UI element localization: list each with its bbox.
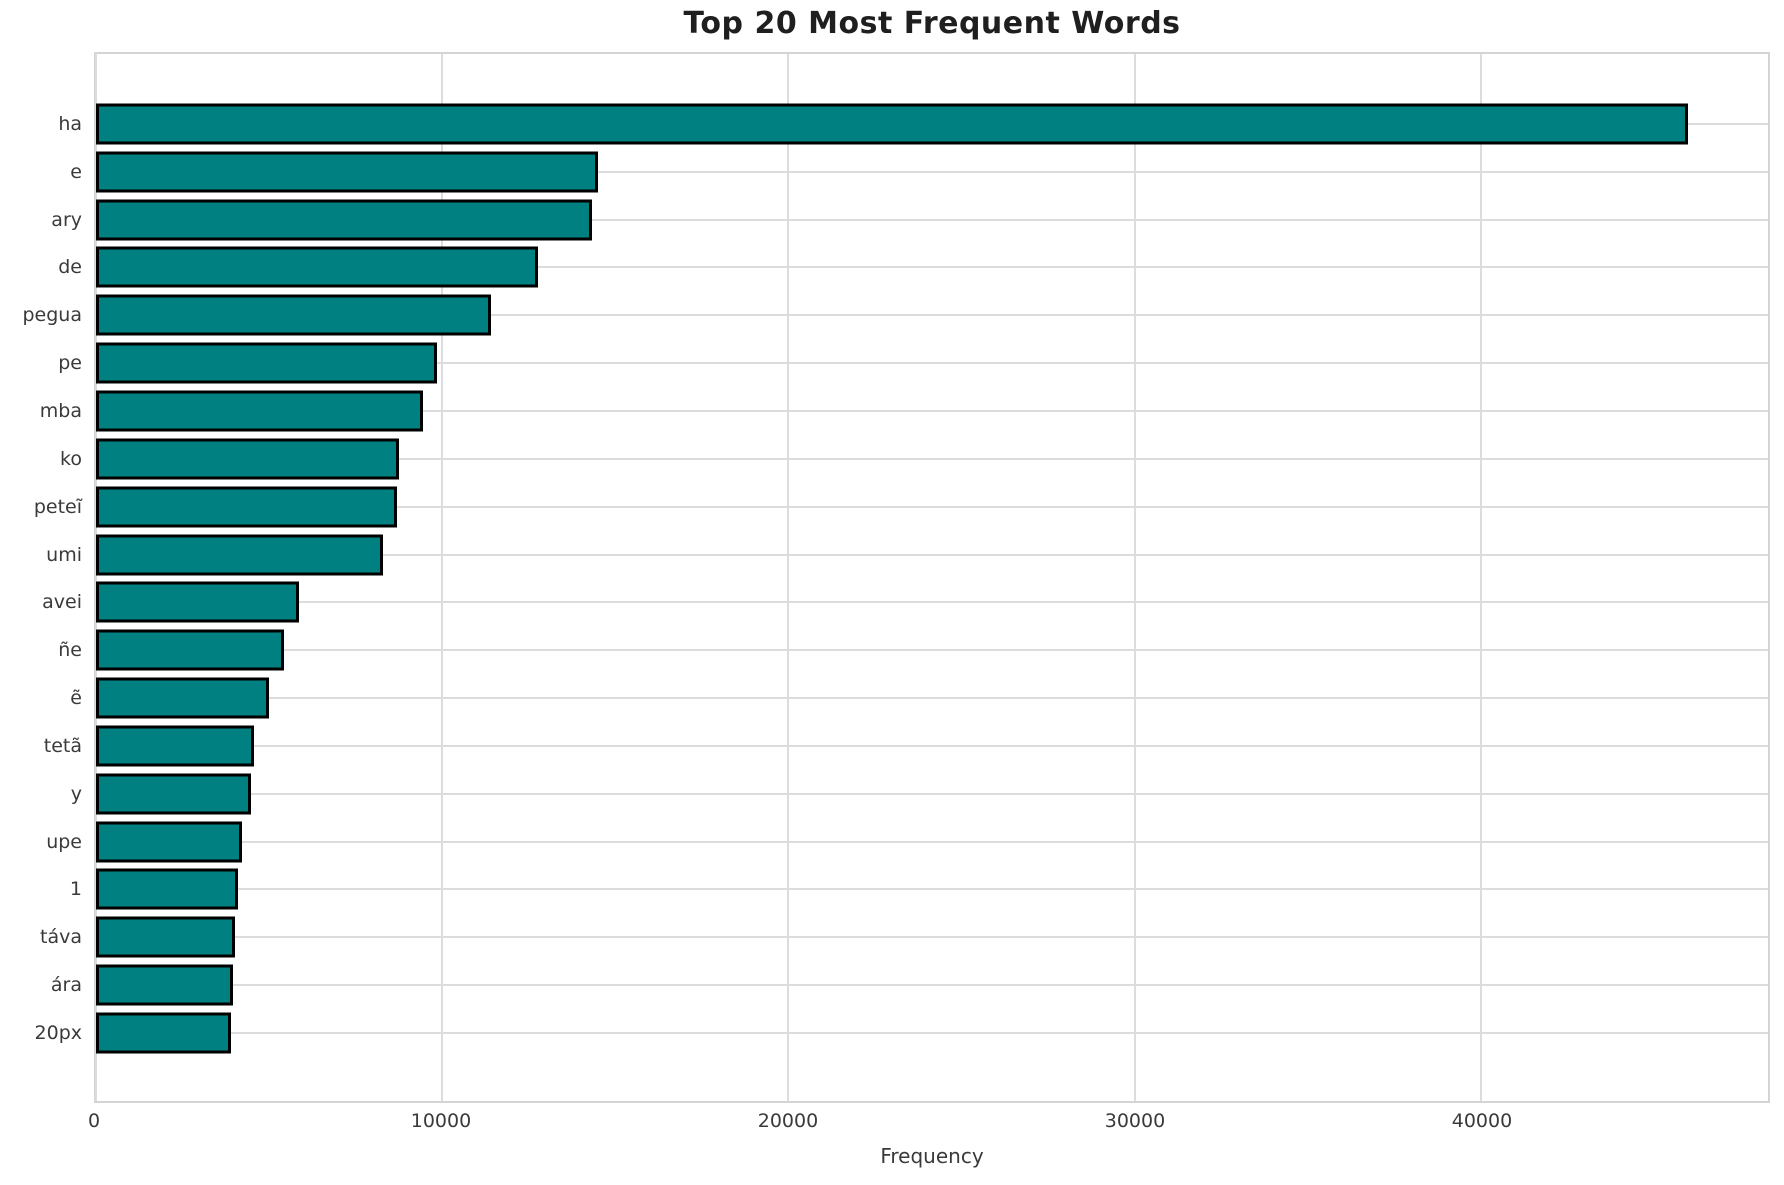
bar-row: pegua bbox=[23, 291, 1768, 339]
horizontal-gridline bbox=[96, 553, 1768, 556]
plot-area: ha e ary de pegua pe mba ko peteĩ umi avei ñe ẽ tetã y… bbox=[23, 52, 1770, 1103]
horizontal-gridline bbox=[96, 792, 1768, 795]
bar-pe bbox=[96, 342, 438, 384]
y-tick-label-tetã: tetã bbox=[43, 734, 82, 757]
horizontal-gridline bbox=[96, 936, 1768, 939]
horizontal-gridline bbox=[96, 840, 1768, 843]
bar-row: ary bbox=[51, 196, 1768, 244]
y-tick-label-mba: mba bbox=[39, 399, 82, 422]
y-tick-label-e: e bbox=[70, 160, 82, 183]
y-tick-label-upe: upe bbox=[46, 830, 82, 853]
bar-ẽ bbox=[96, 677, 270, 719]
y-tick-label-y: y bbox=[70, 782, 82, 805]
y-tick-label-de: de bbox=[58, 256, 82, 279]
bar-row: pe bbox=[58, 339, 1768, 387]
y-tick-label-20px: 20px bbox=[34, 1021, 82, 1044]
y-tick-label-pe: pe bbox=[58, 352, 82, 375]
horizontal-gridline bbox=[96, 697, 1768, 700]
bar-row: ha bbox=[58, 100, 1768, 148]
bar-umi bbox=[96, 534, 383, 576]
bar-ára bbox=[96, 964, 234, 1006]
bar-mba bbox=[96, 390, 423, 432]
horizontal-gridline bbox=[96, 362, 1768, 365]
horizontal-gridline bbox=[96, 888, 1768, 891]
y-tick-label-peteĩ: peteĩ bbox=[33, 495, 82, 518]
vertical-gridline-20000 bbox=[787, 54, 790, 1101]
bar-row: upe bbox=[46, 818, 1768, 866]
y-tick-label-avei: avei bbox=[42, 591, 82, 614]
horizontal-gridline bbox=[96, 266, 1768, 269]
bar-y bbox=[96, 773, 251, 815]
y-tick-label-ẽ: ẽ bbox=[70, 687, 82, 710]
bar-de bbox=[96, 246, 538, 288]
bar-e bbox=[96, 151, 598, 193]
y-tick-label-1: 1 bbox=[69, 878, 82, 901]
bar-tetã bbox=[96, 725, 255, 767]
vertical-gridline-40000 bbox=[1479, 54, 1482, 1101]
y-tick-label-táva: táva bbox=[40, 926, 82, 949]
x-axis-label: Frequency bbox=[880, 1144, 984, 1168]
y-tick-label-ñe: ñe bbox=[58, 639, 82, 662]
bar-ary bbox=[96, 199, 593, 241]
vertical-gridline-10000 bbox=[441, 54, 444, 1101]
bar-ko bbox=[96, 438, 399, 480]
bar-ñe bbox=[96, 629, 284, 671]
bar-pegua bbox=[96, 294, 491, 336]
bar-peteĩ bbox=[96, 486, 397, 528]
bar-row: umi bbox=[46, 531, 1768, 579]
bar-row: ẽ bbox=[70, 674, 1768, 722]
horizontal-gridline bbox=[96, 457, 1768, 460]
bar-row: 20px bbox=[35, 1009, 1768, 1057]
bar-upe bbox=[96, 821, 243, 863]
y-tick-label-pegua: pegua bbox=[22, 304, 83, 327]
x-tick-label-30000: 30000 bbox=[1104, 1110, 1166, 1132]
bar-row: mba bbox=[40, 387, 1768, 435]
bar-row: avei bbox=[42, 578, 1768, 626]
vertical-gridline-30000 bbox=[1133, 54, 1136, 1101]
bar-row: peteĩ bbox=[34, 483, 1768, 531]
y-tick-label-umi: umi bbox=[46, 543, 82, 566]
bar-row: ñe bbox=[58, 626, 1768, 674]
bar-row: táva bbox=[40, 913, 1768, 961]
bar-row: e bbox=[70, 148, 1768, 196]
bar-row: ko bbox=[60, 435, 1768, 483]
bar-avei bbox=[96, 581, 300, 623]
x-tick-label-0: 0 bbox=[87, 1110, 101, 1132]
bar-1 bbox=[96, 868, 238, 910]
vertical-gridline-0 bbox=[95, 54, 97, 1101]
y-tick-label-ko: ko bbox=[60, 447, 82, 470]
y-tick-label-ára: ára bbox=[50, 974, 82, 997]
bar-row: ára bbox=[51, 961, 1768, 1009]
bar-row: de bbox=[58, 244, 1768, 292]
bar-20px bbox=[96, 1012, 231, 1054]
bar-row: tetã bbox=[44, 722, 1768, 770]
horizontal-gridline bbox=[96, 984, 1768, 987]
y-tick-label-ary: ary bbox=[51, 208, 82, 231]
horizontal-gridline bbox=[96, 314, 1768, 317]
x-tick-label-10000: 10000 bbox=[410, 1110, 472, 1132]
horizontal-gridline bbox=[96, 170, 1768, 173]
bar-rows: ha e ary de pegua pe mba ko peteĩ umi avei ñe ẽ tetã y… bbox=[23, 54, 1768, 1101]
y-tick-label-ha: ha bbox=[58, 112, 82, 135]
horizontal-gridline bbox=[96, 505, 1768, 508]
bar-táva bbox=[96, 916, 235, 958]
horizontal-gridline bbox=[96, 649, 1768, 652]
chart-title: Top 20 Most Frequent Words bbox=[683, 6, 1181, 41]
horizontal-gridline bbox=[96, 409, 1768, 412]
horizontal-gridline bbox=[96, 744, 1768, 747]
horizontal-gridline bbox=[96, 601, 1768, 604]
horizontal-gridline bbox=[96, 218, 1768, 221]
bar-row: y bbox=[71, 770, 1768, 818]
x-tick-label-40000: 40000 bbox=[1451, 1110, 1513, 1132]
bar-row: 1 bbox=[70, 866, 1768, 914]
horizontal-gridline bbox=[96, 1031, 1768, 1034]
x-tick-label-20000: 20000 bbox=[757, 1110, 819, 1132]
bar-ha bbox=[96, 103, 1689, 145]
